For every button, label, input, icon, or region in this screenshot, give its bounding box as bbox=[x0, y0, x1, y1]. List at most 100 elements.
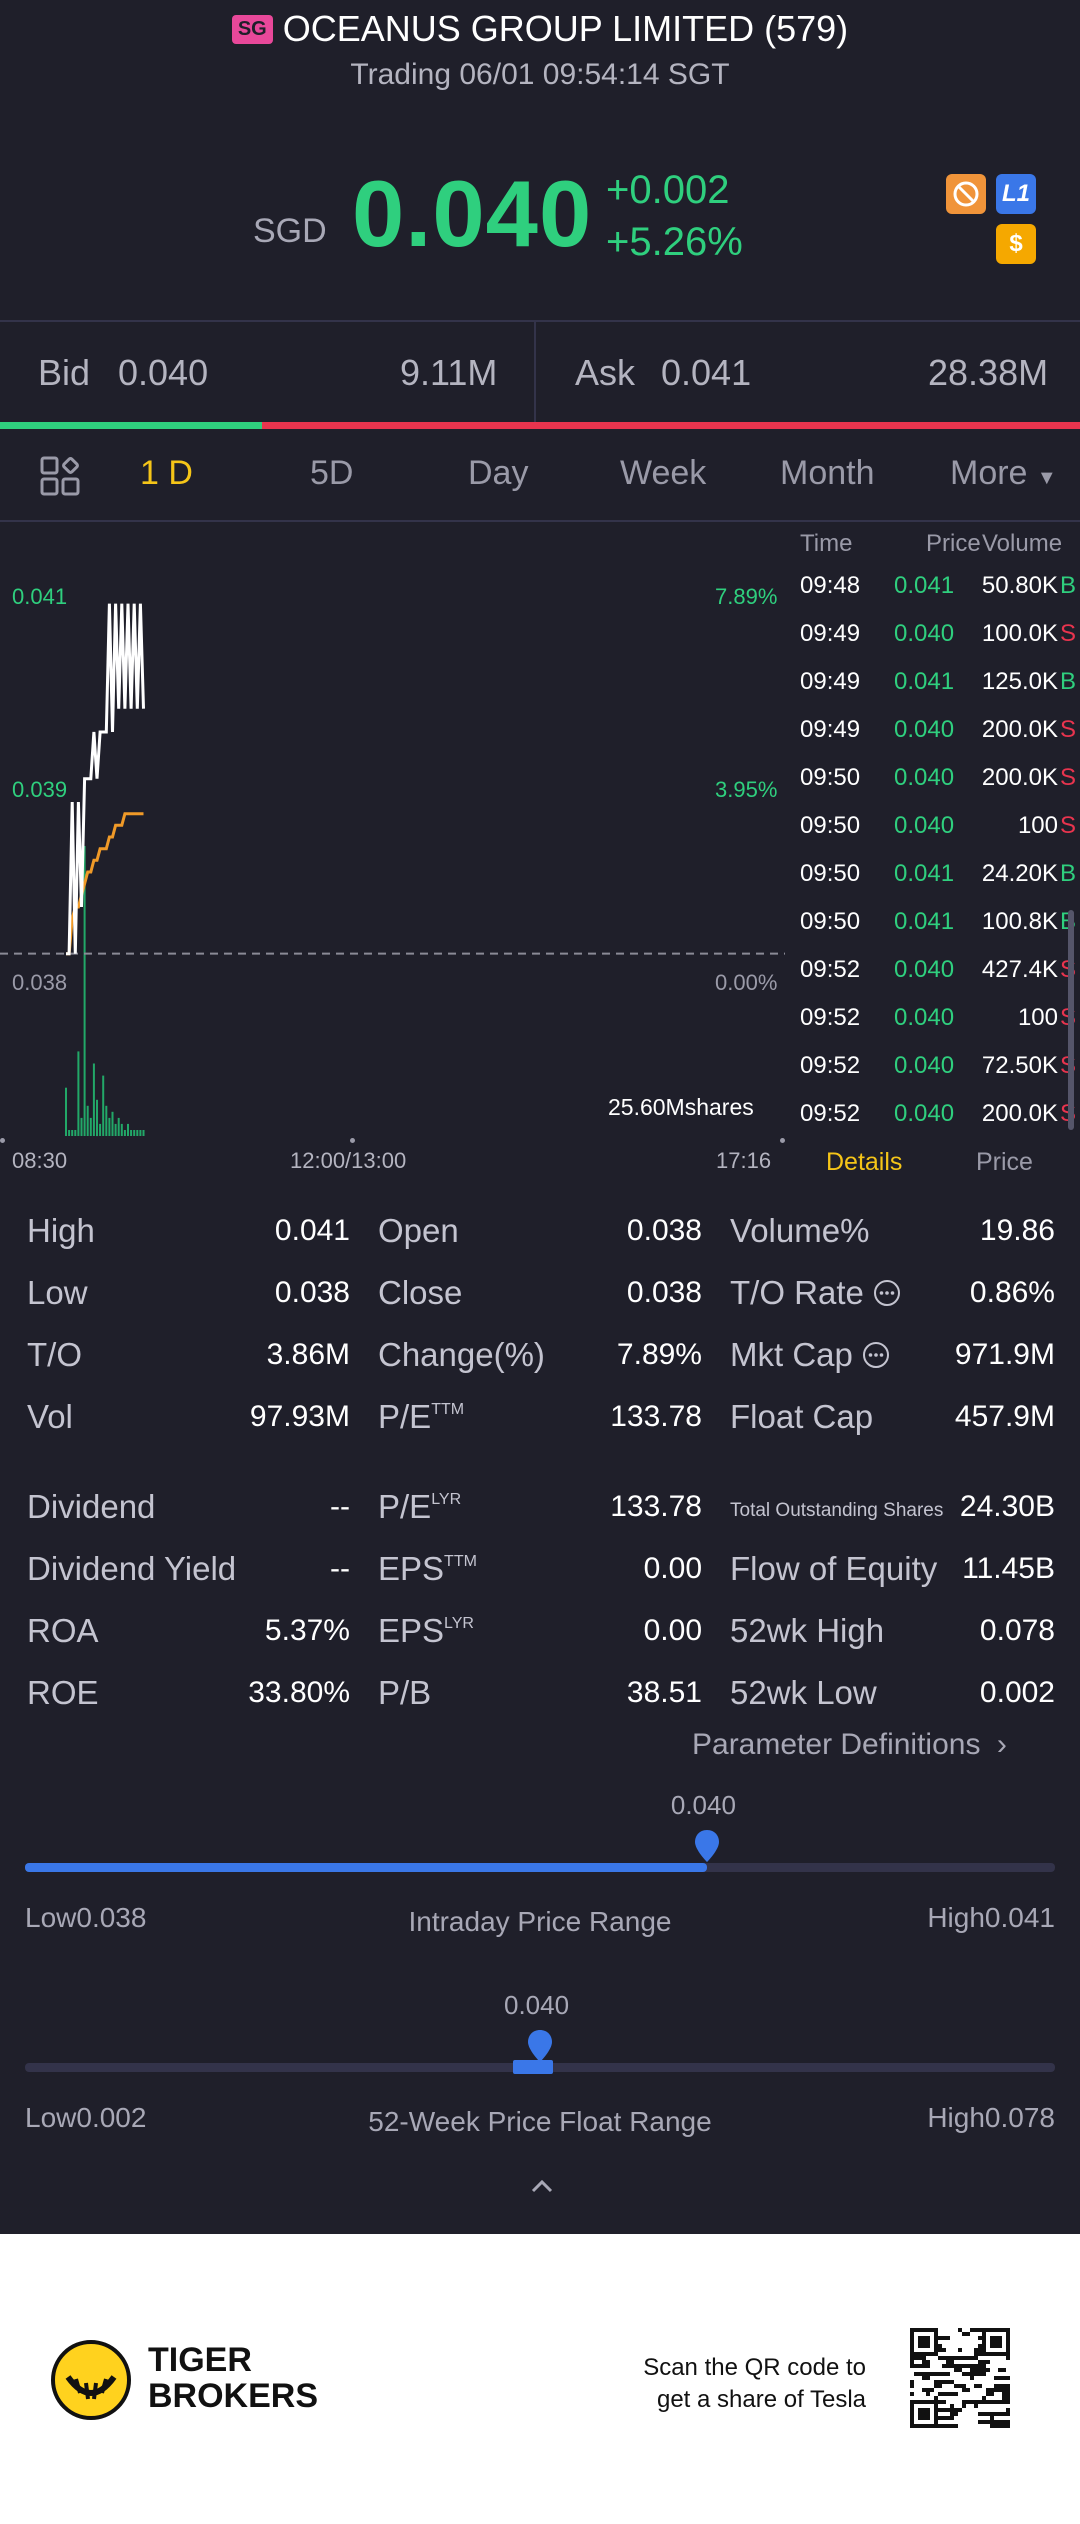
trade-price: 0.041 bbox=[894, 860, 955, 887]
trade-row: 09:50 0.040 100 S bbox=[796, 812, 1076, 860]
intraday-low-label: Low bbox=[25, 1902, 77, 1933]
stat-label-text: Flow of Equity bbox=[730, 1550, 938, 1587]
trade-time: 09:52 bbox=[800, 1100, 861, 1127]
chart-volume-label: 25.60Mshares bbox=[608, 1094, 754, 1120]
level1-icon[interactable]: L1 bbox=[996, 174, 1036, 214]
week52-high: High0.078 bbox=[927, 2102, 1055, 2134]
trade-time: 09:49 bbox=[800, 668, 861, 695]
volume-bar bbox=[92, 1063, 95, 1136]
location-pin-icon bbox=[694, 1830, 719, 1862]
stat-value: 38.51 bbox=[626, 1676, 702, 1709]
stat-value: 97.93M bbox=[249, 1400, 350, 1433]
chart-price-label-high: 0.041 bbox=[12, 584, 68, 609]
bid-price: 0.040 bbox=[118, 352, 209, 393]
tab-5d[interactable]: 5D bbox=[310, 454, 354, 492]
trade-side: B bbox=[1059, 668, 1076, 695]
bid-size: 9.11M bbox=[400, 352, 498, 393]
trade-row: 09:49 0.040 100.0K S bbox=[796, 620, 1076, 668]
stat-value: -- bbox=[330, 1490, 350, 1523]
stat-label-text: T/O bbox=[27, 1336, 82, 1373]
tab-more-label: More bbox=[950, 454, 1028, 492]
parameter-definitions-link[interactable]: Parameter Definitions › bbox=[692, 1728, 1007, 1762]
info-more-icon[interactable] bbox=[862, 1341, 890, 1369]
stat-value: 33.80% bbox=[248, 1676, 350, 1709]
volume-bar bbox=[105, 1105, 108, 1136]
volume-bar bbox=[89, 1117, 92, 1136]
stat-label: Dividend bbox=[27, 1488, 155, 1526]
average-price-line bbox=[66, 812, 144, 956]
tab-day[interactable]: Day bbox=[468, 454, 529, 492]
stock-name: OCEANUS GROUP LIMITED (579) bbox=[282, 8, 849, 49]
intraday-low: Low0.038 bbox=[25, 1902, 146, 1934]
intraday-low-value: 0.038 bbox=[76, 1902, 147, 1933]
intraday-high: High0.041 bbox=[927, 1902, 1055, 1934]
qr-cta-text: Scan the QR code to get a share of Tesla bbox=[560, 2352, 866, 2416]
trades-header-time: Time bbox=[800, 530, 853, 557]
trade-volume: 200.0K bbox=[981, 716, 1058, 743]
stat-label: Total Outstanding Shares bbox=[730, 1500, 943, 1522]
stat-value: 5.37% bbox=[264, 1614, 350, 1647]
week52-current-value: 0.040 bbox=[504, 1990, 570, 2020]
stat-label-text: EPS bbox=[378, 1550, 445, 1587]
stat-label-text: Dividend bbox=[27, 1488, 156, 1525]
stat-label-text: High bbox=[27, 1212, 95, 1249]
chart-price-label-base: 0.038 bbox=[12, 970, 68, 995]
stat-label-text: T/O Rate bbox=[730, 1274, 864, 1311]
caret-down-icon: ▼ bbox=[1036, 467, 1057, 489]
trade-price: 0.040 bbox=[894, 1052, 955, 1079]
chart-layout-icon[interactable] bbox=[40, 456, 80, 501]
volume-bar bbox=[65, 1087, 67, 1136]
chart-price-label-mid: 0.039 bbox=[12, 777, 68, 802]
stat-label: Dividend Yield bbox=[27, 1550, 236, 1588]
trade-side: S bbox=[1059, 812, 1076, 839]
trades-tab-details[interactable]: Details bbox=[826, 1148, 903, 1176]
tab-more[interactable]: More ▼ bbox=[950, 454, 1057, 493]
info-more-icon[interactable] bbox=[873, 1279, 901, 1307]
trade-row: 09:50 0.040 200.0K S bbox=[796, 764, 1076, 812]
brand-line2: BROKERS bbox=[148, 2377, 319, 2415]
stat-label: Vol bbox=[27, 1398, 73, 1436]
tab-1d[interactable]: 1 D bbox=[140, 454, 193, 492]
tiger-logo-icon bbox=[51, 2340, 131, 2420]
trade-price: 0.040 bbox=[894, 764, 955, 791]
collapse-chevron-up-icon[interactable] bbox=[530, 2178, 554, 2199]
ask-label: Ask bbox=[575, 352, 636, 393]
stat-value: 457.9M bbox=[954, 1400, 1055, 1433]
ask-size: 28.38M bbox=[928, 352, 1049, 393]
stat-label: Low bbox=[27, 1274, 88, 1312]
trade-time: 09:49 bbox=[800, 716, 861, 743]
stat-value: 7.89% bbox=[616, 1338, 702, 1371]
trades-tab-price[interactable]: Price bbox=[976, 1148, 1033, 1176]
stat-label-sup: TTM bbox=[444, 1553, 477, 1570]
volume-bar bbox=[111, 1111, 114, 1136]
volume-bar bbox=[102, 1075, 105, 1136]
volume-bar bbox=[123, 1130, 126, 1136]
stat-label: Mkt Cap bbox=[730, 1336, 890, 1374]
dollar-icon[interactable]: $ bbox=[996, 224, 1036, 264]
volume-bar bbox=[96, 1099, 98, 1137]
trade-volume: 125.0K bbox=[981, 668, 1058, 695]
stat-label: EPSLYR bbox=[378, 1612, 474, 1650]
stat-label-text: P/B bbox=[378, 1674, 432, 1711]
tab-week[interactable]: Week bbox=[620, 454, 707, 492]
footer-banner: TIGER BROKERS Scan the QR code to get a … bbox=[0, 2234, 1080, 2524]
stat-label: Float Cap bbox=[730, 1398, 873, 1436]
trade-time: 09:52 bbox=[800, 1052, 861, 1079]
axis-dot bbox=[0, 1138, 5, 1143]
volume-bar bbox=[130, 1130, 133, 1136]
stat-label-text: 52wk High bbox=[730, 1612, 885, 1649]
trades-scrollbar[interactable] bbox=[1068, 910, 1074, 1130]
stat-label: P/B bbox=[378, 1674, 431, 1712]
trade-time: 09:52 bbox=[800, 956, 861, 983]
price-line bbox=[66, 603, 145, 956]
stat-label-sup: LYR bbox=[444, 1615, 474, 1632]
tab-month[interactable]: Month bbox=[780, 454, 875, 492]
stat-value: 0.078 bbox=[979, 1614, 1055, 1647]
intraday-range-title: Intraday Price Range bbox=[408, 1906, 672, 1937]
stat-value: 133.78 bbox=[610, 1490, 702, 1523]
intraday-chart[interactable] bbox=[0, 522, 790, 1142]
trades-header-price: Price bbox=[926, 530, 981, 557]
no-shorting-icon[interactable] bbox=[946, 174, 986, 214]
